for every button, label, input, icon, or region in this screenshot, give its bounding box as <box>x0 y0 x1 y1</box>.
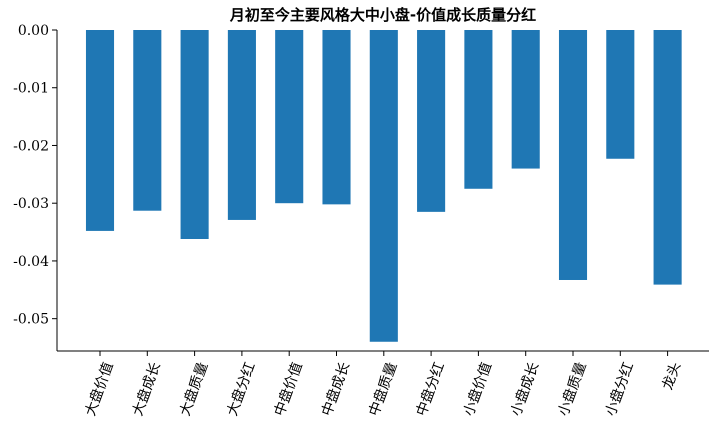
bar-4 <box>275 30 304 204</box>
chart-title: 月初至今主要风格大中小盘-价值成长质量分红 <box>229 6 536 24</box>
x-category-label: 龙头 <box>660 360 685 392</box>
bar-2 <box>180 30 209 239</box>
bars-group <box>85 30 682 342</box>
x-category-label: 小盘成长 <box>507 360 542 418</box>
x-category-label: 大盘分红 <box>224 360 259 418</box>
bar-5 <box>322 30 351 205</box>
x-category-label: 小盘质量 <box>555 360 590 418</box>
y-tick-label: -0.01 <box>13 81 49 97</box>
x-category-label: 小盘分红 <box>602 360 637 418</box>
bar-11 <box>606 30 635 159</box>
bar-3 <box>227 30 256 220</box>
x-category-label: 小盘价值 <box>460 360 495 418</box>
bar-12 <box>653 30 682 285</box>
y-tick-label: -0.02 <box>13 138 49 154</box>
x-category-label: 中盘分红 <box>413 360 448 418</box>
y-tick-label: 0.00 <box>18 23 49 39</box>
x-category-label: 中盘质量 <box>365 360 400 418</box>
bar-6 <box>369 30 398 342</box>
x-category-label: 大盘成长 <box>129 360 164 418</box>
y-tick-label: -0.04 <box>13 254 49 270</box>
bar-9 <box>511 30 540 169</box>
bar-1 <box>133 30 162 211</box>
bar-8 <box>464 30 493 189</box>
x-category-label: 大盘质量 <box>176 360 211 418</box>
y-tick-label: -0.05 <box>13 312 49 328</box>
y-axis-ticks: 0.00 -0.01 -0.02 -0.03 -0.04 -0.05 <box>13 23 57 328</box>
x-category-label: 大盘价值 <box>82 360 117 418</box>
x-category-label: 中盘价值 <box>271 360 306 418</box>
x-category-label: 中盘成长 <box>318 360 353 418</box>
bar-0 <box>85 30 115 231</box>
bar-10 <box>558 30 588 280</box>
x-axis-ticks: 大盘价值 大盘成长 大盘质量 大盘分红 中盘价值 中盘成长 中盘质量 中盘分红 小盘价值 小盘成长… <box>82 351 685 418</box>
y-tick-label: -0.03 <box>13 196 49 212</box>
bar-7 <box>417 30 446 212</box>
